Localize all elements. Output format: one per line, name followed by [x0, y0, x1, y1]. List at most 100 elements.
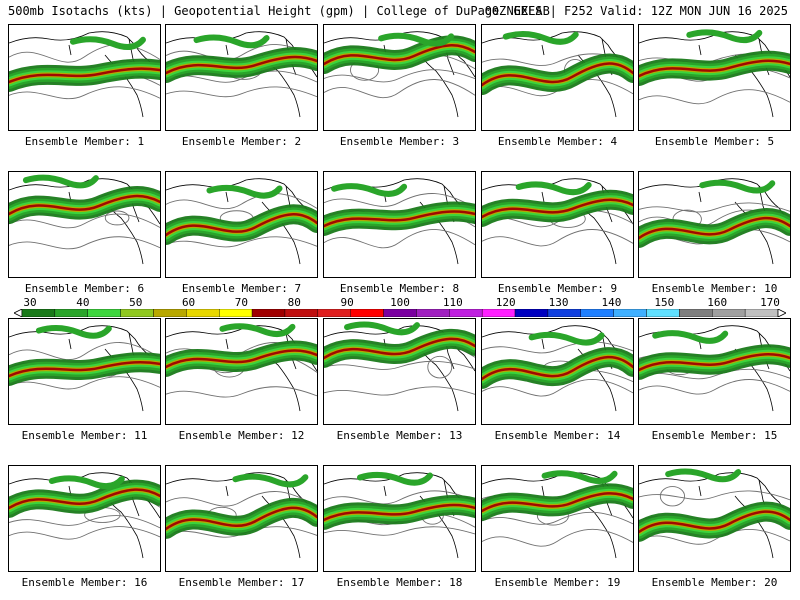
map-plot	[639, 468, 790, 559]
isotach-band	[482, 492, 633, 513]
header-title: 500mb Isotachs (kts) | Geopotential Heig…	[8, 4, 550, 18]
coastline	[166, 178, 317, 265]
isotach-band	[331, 183, 408, 197]
ensemble-member-label: Ensemble Member: 14	[494, 429, 621, 442]
colorbar-arrow-left	[14, 309, 23, 317]
ensemble-map-panel	[8, 171, 161, 278]
isotach-band	[324, 210, 475, 228]
height-contour	[9, 86, 160, 100]
height-contour	[482, 229, 633, 247]
map-plot	[482, 31, 633, 118]
colorbar-tick-label: 50	[129, 296, 143, 309]
ensemble-map-panel	[638, 318, 791, 425]
map-plot	[166, 323, 317, 412]
ensemble-map-panel	[8, 24, 161, 131]
coastline	[324, 472, 475, 559]
coastline	[9, 31, 160, 118]
isotach-band	[686, 29, 763, 44]
isotach-band	[22, 174, 99, 189]
coastline	[482, 472, 633, 559]
colorbar-swatch	[744, 309, 779, 317]
height-contour	[9, 376, 160, 390]
ensemble-map-panel	[481, 24, 634, 131]
colorbar-swatch	[613, 309, 647, 317]
isotach-band	[541, 470, 618, 484]
isotach-band	[9, 194, 160, 216]
isotach-band	[699, 179, 776, 194]
isotach-band	[166, 506, 317, 531]
isotach-band	[166, 213, 317, 237]
colorbar-swatch	[186, 309, 220, 317]
coastline	[9, 178, 160, 265]
height-contour	[166, 193, 317, 210]
coastline	[639, 178, 790, 265]
ensemble-member-label: Ensemble Member: 8	[339, 282, 460, 295]
map-plot	[166, 31, 317, 118]
height-contour	[166, 386, 317, 398]
ensemble-member-label: Ensemble Member: 11	[21, 429, 148, 442]
colorbar-labels: 30 40 50 60 70 80 90 100 110 120 130 140 150 160 170	[14, 296, 786, 309]
ensemble-map-panel	[638, 465, 791, 572]
coastline	[324, 31, 475, 118]
colorbar-swatch	[251, 309, 286, 317]
colorbar-swatch	[383, 309, 417, 317]
isotach-band	[232, 473, 309, 488]
isotach-band	[324, 503, 475, 522]
ensemble-map-panel	[323, 171, 476, 278]
colorbar-swatch	[350, 309, 384, 317]
height-contour	[482, 511, 633, 525]
height-contour	[639, 89, 790, 105]
isotach-band	[9, 488, 160, 510]
map-plot	[9, 31, 160, 118]
ensemble-member-label: Ensemble Member: 1	[24, 135, 145, 148]
ensemble-member-label: Ensemble Member: 18	[336, 576, 463, 589]
colorbar-swatch	[646, 309, 680, 317]
map-plot	[639, 325, 790, 412]
colorbar-swatch	[679, 309, 713, 317]
height-contour	[639, 379, 790, 395]
ensemble-member-label: Ensemble Member: 17	[178, 576, 305, 589]
height-contour	[324, 490, 475, 505]
ensemble-map-panel	[481, 318, 634, 425]
coastline	[324, 325, 475, 412]
isotach-band	[324, 44, 475, 66]
colorbar	[14, 309, 786, 317]
colorbar-tick-label: 70	[234, 296, 249, 309]
height-contour	[9, 213, 160, 229]
ensemble-member-label: Ensemble Member: 19	[494, 576, 621, 589]
ensemble-member-label: Ensemble Member: 10	[651, 282, 778, 295]
height-contour	[166, 236, 317, 248]
height-contour	[9, 526, 160, 540]
coastline	[324, 178, 475, 265]
colorbar-swatch	[87, 309, 121, 317]
isotach-band	[482, 62, 633, 87]
isotach-band	[665, 468, 742, 483]
colorbar-swatch	[481, 309, 516, 317]
map-plot	[9, 472, 160, 559]
map-plot	[9, 174, 160, 265]
colorbar-swatch	[712, 309, 746, 317]
ensemble-map-panel	[323, 465, 476, 572]
ensemble-member-label: Ensemble Member: 6	[24, 282, 145, 295]
coastline	[9, 472, 160, 559]
ensemble-map-panel	[323, 24, 476, 131]
map-plot	[482, 470, 633, 559]
colorbar-tick-label: 150	[654, 296, 675, 309]
height-contour	[639, 528, 790, 545]
map-plot	[324, 178, 475, 265]
height-contour	[639, 490, 790, 501]
ensemble-member-label: Ensemble Member: 13	[336, 429, 463, 442]
isotach-band	[639, 216, 790, 240]
coastline	[166, 472, 317, 559]
ensemble-member-label: Ensemble Member: 20	[651, 576, 778, 589]
isotach-band	[344, 321, 421, 336]
isotach-band	[35, 325, 112, 339]
isotach-band	[193, 34, 270, 49]
ensemble-member-label: Ensemble Member: 15	[651, 429, 778, 442]
height-contour	[104, 210, 130, 226]
header-valid-time: 00Z GEFS | F252 Valid: 12Z MON JUN 16 20…	[484, 4, 788, 18]
colorbar-arrow-right	[777, 309, 786, 317]
ensemble-member-label: Ensemble Member: 3	[339, 135, 460, 148]
ensemble-map-panel	[638, 24, 791, 131]
isotach-band	[219, 323, 296, 338]
